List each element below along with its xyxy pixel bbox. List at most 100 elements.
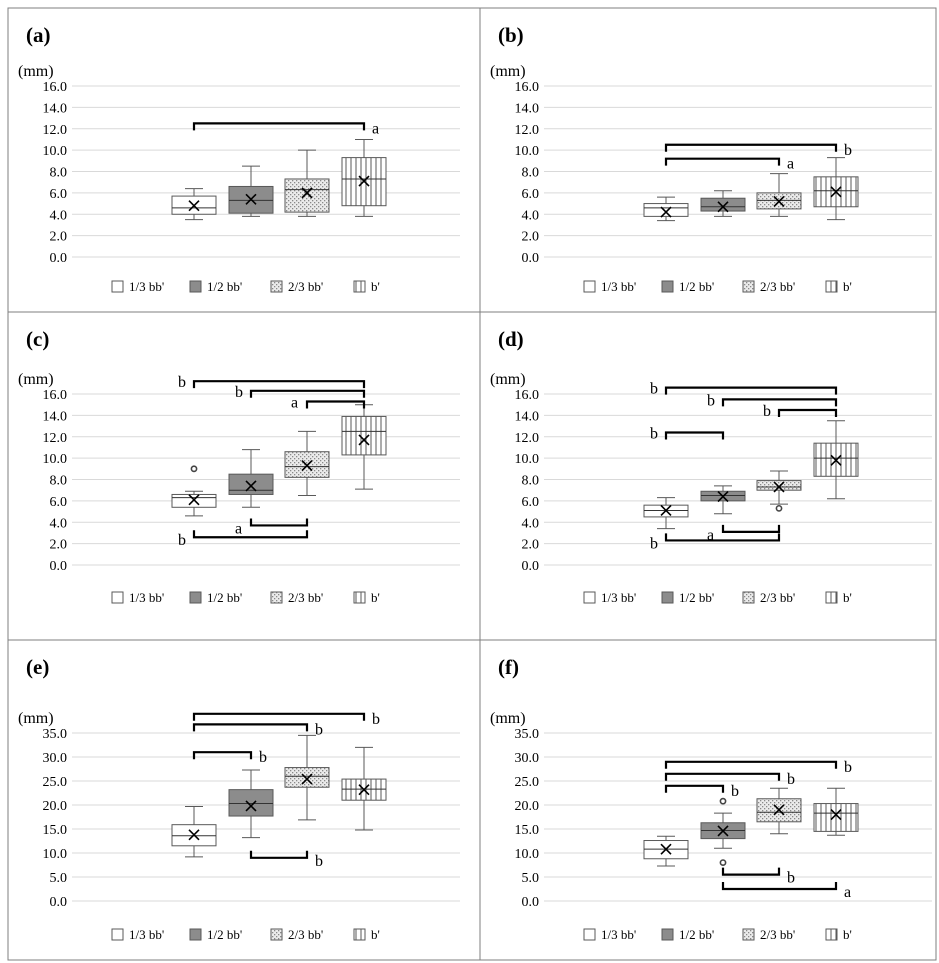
bracket-label: b (315, 721, 323, 738)
y-tick-label: 12.0 (43, 431, 68, 446)
legend-swatch (189, 591, 202, 604)
y-tick-label: 16.0 (515, 388, 540, 403)
bracket-line (721, 524, 781, 533)
y-tick-label: 4.0 (50, 516, 68, 531)
bracket-label: a (235, 520, 242, 537)
significance-bracket: b (249, 850, 323, 870)
legend: 1/3 bb' 1/2 bb' 2/3 bb' b' (111, 927, 380, 942)
legend-label: 2/3 bb' (288, 590, 323, 605)
y-tick-label: 12.0 (43, 123, 68, 138)
mean-marker (301, 773, 313, 785)
y-tick-label: 10.0 (515, 847, 540, 862)
bracket-line (192, 723, 309, 732)
box-2 (700, 485, 746, 515)
box-3 (756, 787, 802, 835)
unit-label: (mm) (18, 710, 54, 727)
bracket-line (664, 533, 781, 542)
mean-marker (717, 825, 729, 837)
y-tick-label: 14.0 (43, 409, 68, 424)
legend-label: 2/3 bb' (288, 279, 323, 294)
legend-swatch (583, 591, 596, 604)
bracket-label: b (731, 783, 739, 800)
legend: 1/3 bb' 1/2 bb' 2/3 bb' b' (111, 590, 380, 605)
significance-bracket: b (664, 759, 852, 776)
y-tick-label: 8.0 (50, 474, 68, 489)
y-tick-label: 10.0 (43, 144, 68, 159)
significance-bracket: b (192, 721, 323, 738)
bracket-label: b (178, 374, 186, 391)
legend-swatch (661, 280, 674, 293)
significance-bracket: a (664, 156, 794, 173)
bracket-line (192, 751, 253, 760)
box-3 (284, 734, 330, 821)
legend-swatch (825, 591, 838, 604)
legend-item: 2/3 bb' (742, 927, 795, 942)
box-2 (700, 797, 746, 866)
legend: 1/3 bb' 1/2 bb' 2/3 bb' b' (583, 279, 852, 294)
mean-marker (245, 480, 257, 492)
legend-label: 1/3 bb' (129, 590, 164, 605)
legend-label: b' (843, 279, 852, 294)
mean-marker (301, 187, 313, 199)
y-tick-label: 20.0 (43, 799, 68, 814)
y-tick-label: 6.0 (522, 495, 540, 510)
outlier-point (719, 797, 727, 805)
legend-swatch (189, 280, 202, 293)
significance-bracket: b (235, 384, 366, 401)
y-tick-label: 2.0 (522, 538, 540, 553)
significance-bracket: b (650, 425, 725, 442)
box-iqr (228, 789, 274, 817)
y-tick-label: 12.0 (515, 431, 540, 446)
y-tick-label: 16.0 (43, 388, 68, 403)
bracket-label: b (763, 403, 771, 420)
y-tick-label: 0.0 (50, 559, 68, 574)
bracket-label: b (787, 870, 795, 887)
y-tick-label: 6.0 (522, 187, 540, 202)
panel-label: (b) (498, 23, 524, 47)
bracket-label: b (178, 532, 186, 549)
legend-swatch (661, 591, 674, 604)
y-tick-label: 0.0 (522, 895, 540, 910)
y-tick-label: 2.0 (50, 230, 68, 245)
bracket-label: b (650, 381, 658, 398)
bracket-label: b (844, 759, 852, 776)
bracket-line (192, 122, 366, 131)
box-2 (700, 190, 746, 217)
y-tick-label: 4.0 (522, 516, 540, 531)
mean-marker (773, 195, 785, 207)
legend-label: 2/3 bb' (760, 590, 795, 605)
legend-item: b' (353, 279, 380, 294)
y-tick-label: 25.0 (43, 775, 68, 790)
legend-swatch (189, 928, 202, 941)
y-tick-label: 8.0 (50, 166, 68, 181)
legend-label: b' (843, 927, 852, 942)
box-2 (228, 769, 274, 839)
legend-label: 1/2 bb' (679, 279, 714, 294)
legend-swatch (111, 280, 124, 293)
mean-marker (773, 804, 785, 816)
legend-label: 1/3 bb' (129, 279, 164, 294)
significance-bracket: b (178, 530, 309, 549)
legend-swatch (270, 280, 283, 293)
mean-marker (188, 829, 200, 841)
box-1 (643, 835, 689, 867)
box-4 (341, 404, 387, 490)
bracket-line (664, 157, 781, 166)
legend-swatch (742, 928, 755, 941)
panel-label: (e) (26, 655, 49, 679)
panel-label: (a) (26, 23, 51, 47)
y-tick-label: 16.0 (515, 80, 540, 95)
y-tick-label: 14.0 (515, 101, 540, 116)
bracket-label: b (372, 711, 380, 728)
y-tick-label: 0.0 (522, 559, 540, 574)
legend-swatch (270, 591, 283, 604)
box-iqr (284, 178, 330, 213)
box-4 (813, 157, 859, 221)
y-tick-label: 15.0 (515, 823, 540, 838)
legend-label: 2/3 bb' (288, 927, 323, 942)
bracket-label: b (650, 425, 658, 442)
legend-item: 2/3 bb' (742, 279, 795, 294)
chart-panel-c: (c) (mm) 0.0 2.0 4.0 6.0 8.0 10.0 12.0 14.0 16.0 b b… (18, 327, 460, 605)
bracket-label: b (844, 142, 852, 159)
